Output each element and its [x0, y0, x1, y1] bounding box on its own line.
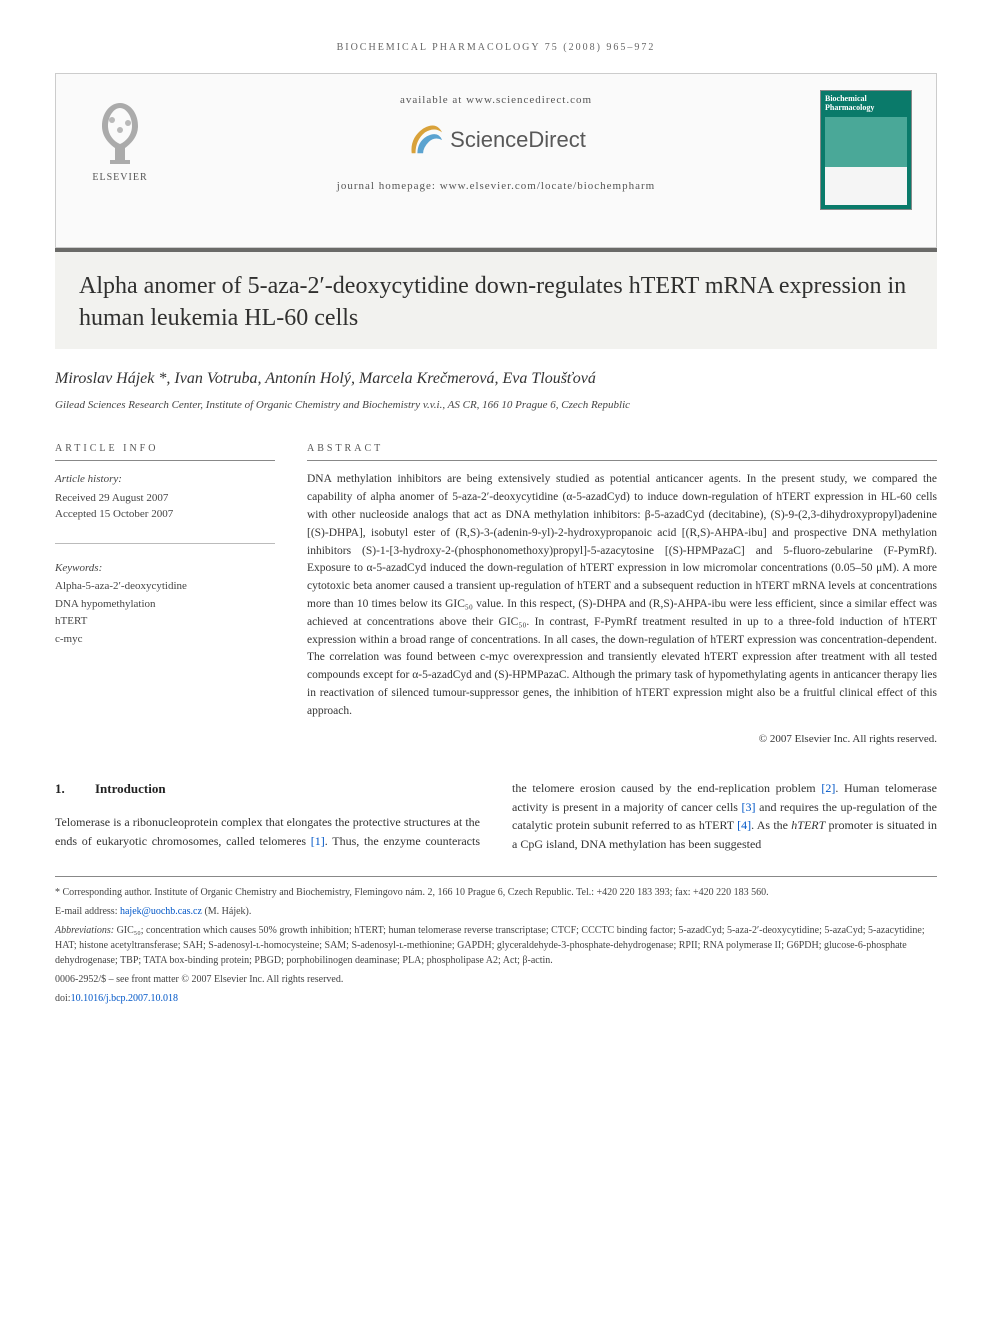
ref-link-1[interactable]: [1] [311, 834, 325, 848]
article-info-column: ARTICLE INFO Article history: Received 2… [55, 441, 275, 747]
ref-link-4[interactable]: [4] [737, 818, 751, 832]
affiliation: Gilead Sciences Research Center, Institu… [55, 397, 937, 414]
info-divider [55, 543, 275, 544]
section-title: Introduction [95, 781, 166, 796]
received-date: Received 29 August 2007 [55, 490, 275, 507]
accepted-date: Accepted 15 October 2007 [55, 506, 275, 523]
email-line: E-mail address: hajek@uochb.cas.cz (M. H… [55, 904, 937, 919]
footnotes: * Corresponding author. Institute of Org… [55, 876, 937, 1006]
doi-label: doi: [55, 993, 71, 1004]
section-1-heading: 1.Introduction [55, 779, 480, 799]
intro-two-column: 1.Introduction Telomerase is a ribonucle… [55, 779, 937, 853]
abbrev-text: GIC₅₀; concentration which causes 50% gr… [55, 925, 925, 966]
doi-link[interactable]: 10.1016/j.bcp.2007.10.018 [71, 993, 179, 1004]
journal-cover-thumbnail: Biochemical Pharmacology [820, 90, 912, 210]
abbreviations: Abbreviations: GIC₅₀; concentration whic… [55, 923, 937, 968]
abbrev-label: Abbreviations: [55, 925, 117, 936]
running-header: BIOCHEMICAL PHARMACOLOGY 75 (2008) 965–9… [55, 40, 937, 55]
keywords-block: Keywords: Alpha-5-aza-2′-deoxycytidine D… [55, 560, 275, 648]
keyword-item: DNA hypomethylation [55, 596, 275, 613]
journal-homepage-text: journal homepage: www.elsevier.com/locat… [80, 178, 912, 195]
ref-link-3[interactable]: [3] [742, 800, 756, 814]
abstract-column: ABSTRACT DNA methylation inhibitors are … [307, 441, 937, 747]
history-label: Article history: [55, 471, 275, 488]
keyword-item: c-myc [55, 631, 275, 648]
available-at-text: available at www.sciencedirect.com [80, 92, 912, 109]
ref-link-2[interactable]: [2] [821, 781, 835, 795]
journal-cover-title: Biochemical Pharmacology [825, 95, 907, 113]
article-info-heading: ARTICLE INFO [55, 441, 275, 461]
front-matter: 0006-2952/$ – see front matter © 2007 El… [55, 972, 937, 987]
journal-header-box: ELSEVIER available at www.sciencedirect.… [55, 73, 937, 248]
sciencedirect-logo[interactable]: ScienceDirect [80, 121, 912, 164]
email-link[interactable]: hajek@uochb.cas.cz [120, 906, 202, 917]
email-suffix: (M. Hájek). [202, 906, 251, 917]
elsevier-logo: ELSEVIER [80, 90, 160, 185]
page-root: BIOCHEMICAL PHARMACOLOGY 75 (2008) 965–9… [0, 0, 992, 1046]
abstract-text: DNA methylation inhibitors are being ext… [307, 471, 937, 720]
email-label: E-mail address: [55, 906, 120, 917]
abstract-heading: ABSTRACT [307, 441, 937, 461]
article-history-block: Article history: Received 29 August 2007… [55, 471, 275, 523]
sciencedirect-swoosh-icon [406, 121, 444, 159]
elsevier-name: ELSEVIER [92, 170, 147, 185]
keyword-item: hTERT [55, 613, 275, 630]
author-list: Miroslav Hájek *, Ivan Votruba, Antonín … [55, 349, 937, 397]
introduction-section: 1.Introduction Telomerase is a ribonucle… [55, 779, 937, 853]
article-title: Alpha anomer of 5-aza-2′-deoxycytidine d… [55, 248, 937, 349]
keyword-item: Alpha-5-aza-2′-deoxycytidine [55, 578, 275, 595]
sciencedirect-text: ScienceDirect [450, 123, 586, 156]
section-number: 1. [55, 779, 95, 799]
doi-line: doi:10.1016/j.bcp.2007.10.018 [55, 991, 937, 1006]
article-title-text: Alpha anomer of 5-aza-2′-deoxycytidine d… [79, 273, 906, 331]
journal-cover-body [825, 117, 907, 205]
corresponding-author: * Corresponding author. Institute of Org… [55, 885, 937, 900]
keywords-label: Keywords: [55, 560, 275, 577]
abstract-copyright: © 2007 Elsevier Inc. All rights reserved… [307, 731, 937, 748]
elsevier-tree-icon [89, 98, 151, 168]
info-abstract-row: ARTICLE INFO Article history: Received 2… [55, 441, 937, 747]
